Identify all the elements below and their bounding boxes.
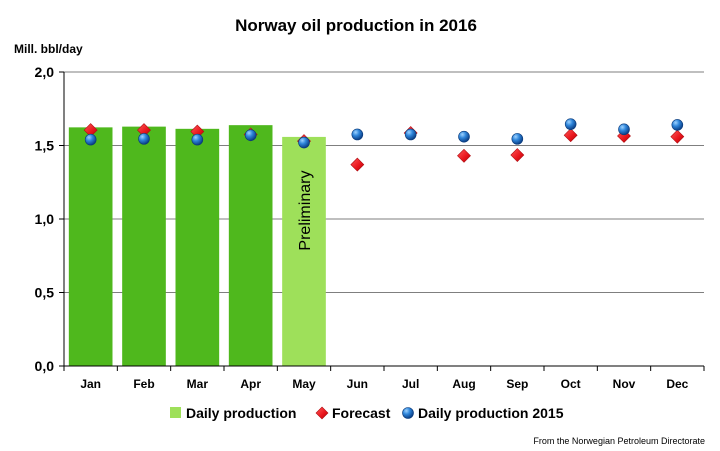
x-tick-label: Jun xyxy=(347,377,368,391)
forecast-marker-jun xyxy=(350,157,365,172)
bar-feb xyxy=(122,126,166,367)
annotation-preliminary: Preliminary xyxy=(297,171,314,251)
production-2015-marker-may xyxy=(298,136,310,149)
legend-marker-daily-production-2015 xyxy=(402,407,414,419)
x-tick-label: Oct xyxy=(561,377,581,391)
bar-jan xyxy=(68,127,113,367)
source-note: From the Norwegian Petroleum Directorate xyxy=(533,436,705,446)
y-tick-label: 0,5 xyxy=(35,285,55,301)
bar-apr xyxy=(228,125,273,367)
y-tick-label: 1,0 xyxy=(35,211,55,227)
chart-title: Norway oil production in 2016 xyxy=(235,16,477,35)
y-tick-label: 2,0 xyxy=(35,64,55,80)
y-axis-label: Mill. bbl/day xyxy=(14,42,83,56)
production-2015-marker-aug xyxy=(458,130,470,143)
production-2015-marker-mar xyxy=(191,133,204,146)
production-2015-marker-sep xyxy=(511,133,524,145)
x-tick-label: Aug xyxy=(452,377,475,391)
legend-label-forecast: Forecast xyxy=(332,405,391,421)
x-tick-label: Dec xyxy=(666,377,688,391)
x-tick-label: Mar xyxy=(187,377,209,391)
x-tick-label: Sep xyxy=(506,377,528,391)
production-2015-marker-feb xyxy=(138,133,150,145)
y-tick-label: 0,0 xyxy=(35,358,55,374)
legend: Daily production Forecast Daily production… xyxy=(170,405,564,421)
forecast-marker-sep xyxy=(510,148,525,162)
x-tick-label: Feb xyxy=(133,377,154,391)
x-tick-label: Nov xyxy=(613,377,636,391)
bar-may xyxy=(282,136,326,367)
legend-swatch-daily-production xyxy=(170,407,181,418)
production-2015-marker-jan xyxy=(84,133,97,146)
legend-marker-forecast xyxy=(315,406,329,420)
x-tick-label: May xyxy=(292,377,316,391)
x-tick-label: Jul xyxy=(402,377,419,391)
x-tick-label: Jan xyxy=(80,377,101,391)
production-2015-marker-oct xyxy=(564,118,577,130)
production-2015-marker-dec xyxy=(671,119,684,131)
production-2015-marker-nov xyxy=(618,123,630,136)
production-2015-marker-jun xyxy=(351,128,364,141)
bar-mar xyxy=(175,128,220,367)
forecast-marker-dec xyxy=(670,129,685,144)
production-2015-marker-jul xyxy=(404,128,417,141)
legend-label-daily-production: Daily production xyxy=(186,405,296,421)
legend-label-daily-production-2015: Daily production 2015 xyxy=(418,405,564,421)
production-2015-marker-apr xyxy=(244,129,257,142)
y-tick-label: 1,5 xyxy=(35,138,55,154)
forecast-marker-aug xyxy=(457,148,471,163)
x-tick-label: Apr xyxy=(240,377,261,391)
forecast-marker-oct xyxy=(563,128,578,143)
